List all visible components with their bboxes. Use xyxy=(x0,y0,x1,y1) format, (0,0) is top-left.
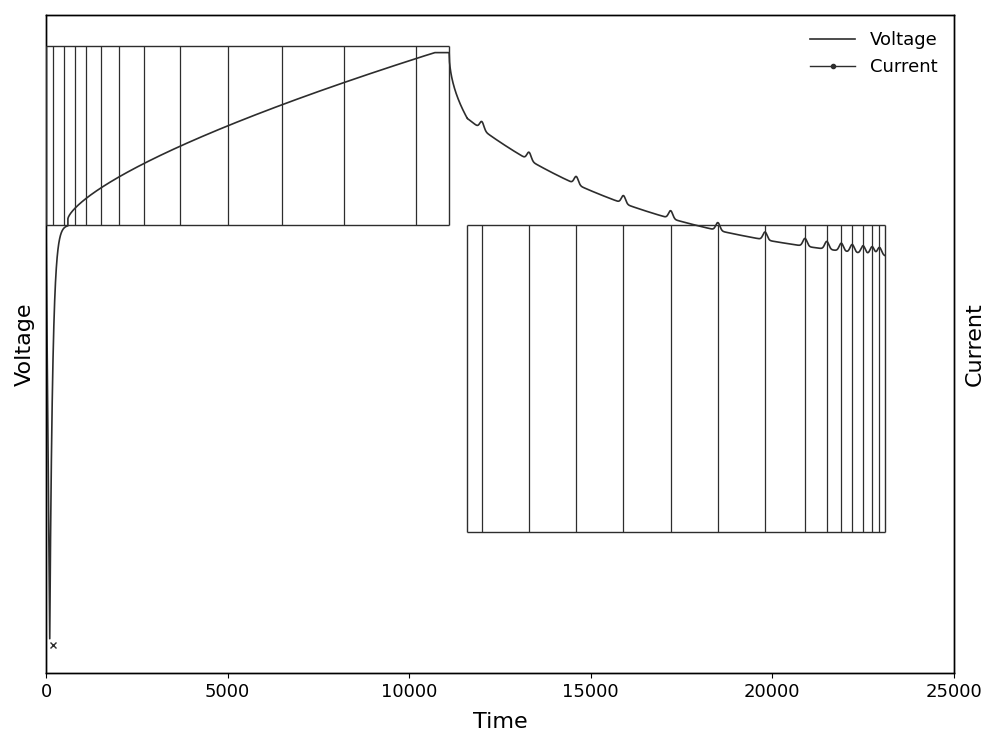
X-axis label: Time: Time xyxy=(473,712,527,732)
Legend: Voltage, Current: Voltage, Current xyxy=(803,24,945,84)
Y-axis label: Current: Current xyxy=(965,303,985,386)
Y-axis label: Voltage: Voltage xyxy=(15,303,35,386)
